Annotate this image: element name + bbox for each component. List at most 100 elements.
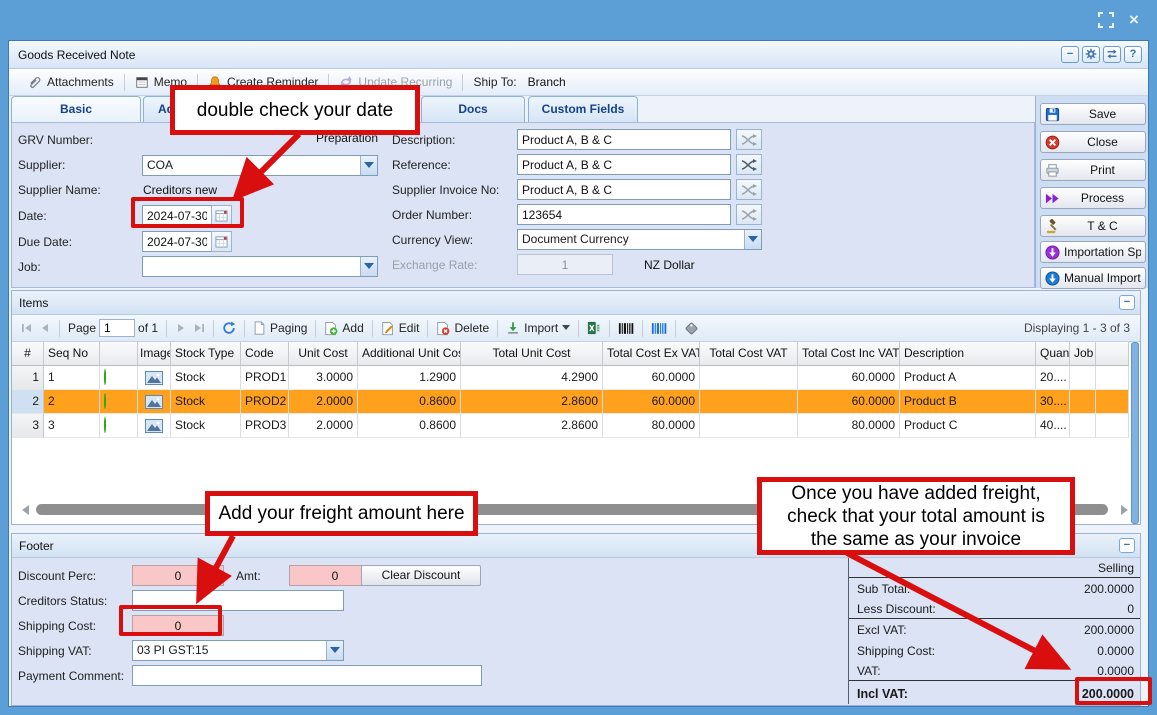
scroll-left-icon[interactable] <box>22 505 29 515</box>
delete-row-button[interactable]: Delete <box>433 321 492 336</box>
reference-generate-button[interactable] <box>736 154 762 175</box>
shipping-cost-input[interactable] <box>132 615 224 636</box>
tc-button[interactable]: T & C <box>1040 215 1146 237</box>
image-icon <box>145 394 163 409</box>
col-code[interactable]: Code <box>241 342 289 366</box>
due-date-calendar-button[interactable] <box>211 231 232 252</box>
add-row-button[interactable]: Add <box>321 321 366 336</box>
description-generate-button[interactable] <box>736 129 762 150</box>
label-tag-button[interactable] <box>681 321 702 336</box>
last-page-button[interactable] <box>190 322 208 334</box>
refresh-grid-button[interactable] <box>219 321 239 335</box>
refresh-button[interactable] <box>1103 46 1121 63</box>
barcode-blue-button[interactable] <box>648 322 670 335</box>
minimize-button[interactable]: − <box>1061 46 1079 63</box>
supplier-invoice-generate-button[interactable] <box>736 179 762 200</box>
export-excel-button[interactable] <box>584 321 604 335</box>
payment-comment-input[interactable] <box>132 665 482 686</box>
caret-down-icon <box>562 325 571 330</box>
tab-docs[interactable]: Docs <box>421 96 525 122</box>
save-button[interactable]: Save <box>1040 103 1146 125</box>
scroll-right-icon[interactable] <box>1121 505 1128 515</box>
titlebar-icons: × <box>1098 10 1142 29</box>
order-number-generate-button[interactable] <box>736 204 762 225</box>
process-icon <box>1045 193 1059 203</box>
clear-discount-button[interactable]: Clear Discount <box>361 565 481 586</box>
job-select[interactable] <box>142 256 378 277</box>
importation-split-button[interactable]: Importation Spl <box>1040 241 1146 263</box>
next-page-button[interactable] <box>172 322 190 334</box>
col-total-unit-cost[interactable]: Total Unit Cost <box>461 342 603 366</box>
close-button[interactable]: Close <box>1040 131 1146 153</box>
currency-view-select[interactable]: Document Currency <box>517 229 762 250</box>
chevron-down-icon[interactable] <box>360 257 377 276</box>
barcode-blue-icon <box>652 322 667 334</box>
supplier-invoice-input[interactable] <box>517 179 731 200</box>
barcode-button[interactable] <box>615 322 637 335</box>
import-button[interactable]: Import <box>503 321 573 335</box>
col-total-cost-ex-vat[interactable]: Total Cost Ex VAT <box>603 342 700 366</box>
close-icon[interactable]: × <box>1129 10 1139 29</box>
table-row[interactable]: 1 1 Stock PROD1 3.0000 1.2900 4.2900 60.… <box>12 366 1129 390</box>
edit-row-button[interactable]: Edit <box>378 321 423 336</box>
items-collapse-button[interactable]: − <box>1119 295 1135 310</box>
help-button[interactable]: ? <box>1124 46 1142 63</box>
prev-page-button[interactable] <box>36 322 54 334</box>
col-description[interactable]: Description <box>900 342 1036 366</box>
footer-collapse-button[interactable]: − <box>1119 538 1135 553</box>
page-title: Goods Received Note <box>18 48 136 62</box>
col-quantity[interactable]: Quantity <box>1036 342 1070 366</box>
displaying-status: Displaying 1 - 3 of 3 <box>1023 321 1130 335</box>
sub-total-row: Sub Total: 200.0000 <box>857 582 1134 596</box>
discount-amt-label: Amt: <box>236 569 261 583</box>
settings-button[interactable] <box>1082 46 1100 63</box>
reference-label: Reference: <box>392 158 451 172</box>
shuffle-icon <box>741 183 757 196</box>
paging-button[interactable]: Paging <box>250 321 310 335</box>
col-additional-unit-cost[interactable]: Additional Unit Cost <box>358 342 461 366</box>
chevron-down-icon[interactable] <box>360 156 377 175</box>
date-calendar-button[interactable] <box>211 205 232 226</box>
table-row-selected[interactable]: 2 2 Stock PROD2 2.0000 0.8600 2.8600 60.… <box>12 390 1129 414</box>
reference-input[interactable] <box>517 154 731 175</box>
print-button[interactable]: Print <box>1040 159 1146 181</box>
manual-importation-button[interactable]: Manual Importa <box>1040 267 1146 289</box>
tab-custom-fields[interactable]: Custom Fields <box>528 96 638 122</box>
page-of-label: of 1 <box>138 321 159 335</box>
col-unit-cost[interactable]: Unit Cost <box>289 342 358 366</box>
col-status[interactable] <box>100 342 138 366</box>
exchange-rate-input <box>517 254 613 275</box>
col-seq-no[interactable]: Seq No <box>44 342 100 366</box>
col-total-cost-inc-vat[interactable]: Total Cost Inc VAT <box>798 342 900 366</box>
creditors-status-input[interactable] <box>132 590 344 611</box>
attachments-button[interactable]: Attachments <box>19 75 122 90</box>
date-input[interactable] <box>142 205 212 226</box>
process-button[interactable]: Process <box>1040 187 1146 209</box>
edit-label: Edit <box>398 321 420 335</box>
exchange-rate-label: Exchange Rate: <box>392 258 478 272</box>
supplier-select[interactable]: COA <box>142 155 378 176</box>
page-input[interactable] <box>99 319 136 337</box>
col-stock-type[interactable]: Stock Type <box>171 342 241 366</box>
discount-perc-input[interactable] <box>132 565 224 586</box>
scrollbar-thumb[interactable] <box>36 504 1108 515</box>
col-image[interactable]: Image <box>138 342 171 366</box>
vertical-scrollbar[interactable] <box>1131 342 1139 524</box>
col-total-cost-vat[interactable]: Total Cost VAT <box>700 342 798 366</box>
col-hash[interactable]: # <box>12 342 44 366</box>
table-row[interactable]: 3 3 Stock PROD3 2.0000 0.8600 2.8600 80.… <box>12 414 1129 438</box>
tab-basic[interactable]: Basic <box>11 96 141 122</box>
shipping-vat-select[interactable]: 03 PI GST:15 <box>132 640 344 661</box>
due-date-input[interactable] <box>142 231 212 252</box>
chevron-down-icon[interactable] <box>744 230 761 249</box>
horizontal-scrollbar[interactable] <box>14 503 1128 518</box>
chevron-down-icon[interactable] <box>326 641 343 660</box>
first-page-button[interactable] <box>18 322 36 334</box>
job-value <box>143 257 360 276</box>
description-input[interactable] <box>517 129 731 150</box>
manual-importation-label: Manual Importa <box>1064 271 1141 285</box>
order-number-input[interactable] <box>517 204 731 225</box>
col-job[interactable]: Job <box>1070 342 1096 366</box>
discount-amt-input[interactable] <box>289 565 381 586</box>
maximize-icon[interactable] <box>1098 12 1114 28</box>
